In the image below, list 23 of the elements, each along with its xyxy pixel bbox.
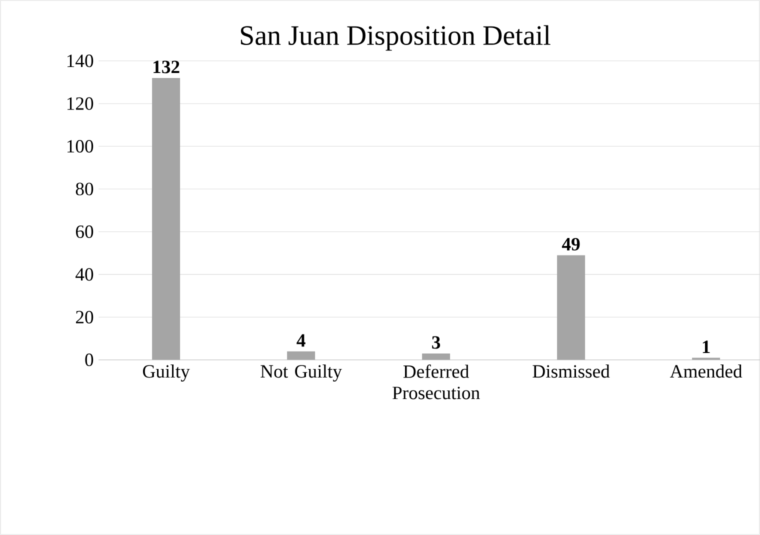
data-label: 1 <box>702 340 710 354</box>
data-label: 132 <box>154 60 180 74</box>
x-tick-label: Guilty <box>142 364 190 382</box>
y-tick-label: 100 <box>67 140 94 153</box>
y-tick-label: 80 <box>76 182 94 196</box>
y-tick-label: 20 <box>76 310 94 324</box>
x-tick-label: Dismissed <box>532 364 610 378</box>
y-tick-label: 40 <box>76 268 94 281</box>
bar <box>287 351 316 360</box>
x-tick-label: Amended <box>670 364 742 378</box>
y-tick-label: 60 <box>76 225 94 238</box>
data-label: 3 <box>432 336 440 349</box>
bar <box>152 78 180 360</box>
bar <box>557 255 586 360</box>
chart-title: San Juan Disposition Detail <box>240 25 550 51</box>
data-label: 49 <box>562 238 580 251</box>
y-tick-label: 0 <box>85 354 94 366</box>
data-label: 4 <box>296 334 306 347</box>
x-tick-label: Not Guilty <box>260 364 342 382</box>
x-tick-label: Deferred Prosecution <box>392 364 480 400</box>
y-tick-label: 140 <box>67 54 94 68</box>
y-tick-label: 120 <box>67 97 94 110</box>
bar <box>422 353 450 360</box>
